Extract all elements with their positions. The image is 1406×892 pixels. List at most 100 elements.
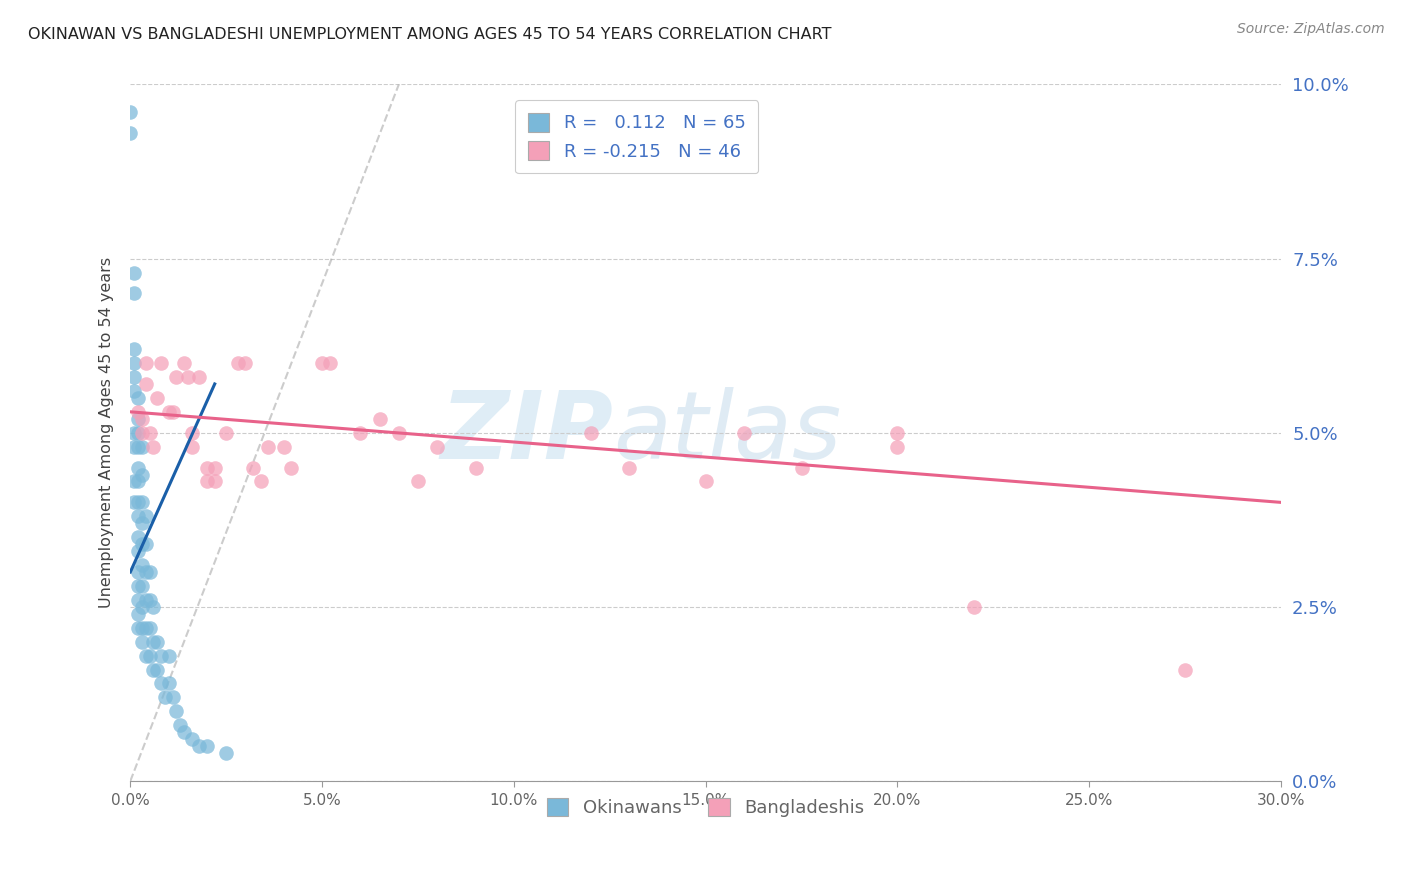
Point [695,475,717,489]
Point [131,467,153,482]
Point [122,440,145,454]
Point [122,370,145,384]
Point [127,475,149,489]
Point [131,425,153,440]
Point [127,565,149,579]
Point [257,440,280,454]
Point [127,621,149,635]
Point [150,676,173,690]
Point [249,475,271,489]
Point [127,460,149,475]
Point [127,405,149,419]
Point [963,599,986,614]
Point [135,621,157,635]
Point [204,475,226,489]
Point [135,565,157,579]
Point [180,425,202,440]
Text: OKINAWAN VS BANGLADESHI UNEMPLOYMENT AMONG AGES 45 TO 54 YEARS CORRELATION CHART: OKINAWAN VS BANGLADESHI UNEMPLOYMENT AMO… [28,27,831,42]
Point [131,411,153,425]
Point [127,411,149,425]
Point [127,440,149,454]
Point [162,690,184,705]
Point [131,579,153,593]
Point [120,126,142,140]
Point [127,391,149,405]
Point [215,746,238,760]
Point [790,460,813,475]
Point [162,405,184,419]
Point [138,648,160,663]
Point [173,356,195,370]
Legend: Okinawans, Bangladeshis: Okinawans, Bangladeshis [540,790,872,824]
Point [142,599,165,614]
Point [177,370,200,384]
Point [188,739,211,754]
Point [122,495,145,509]
Point [280,460,302,475]
Point [135,509,157,524]
Point [122,266,145,280]
Text: atlas: atlas [613,387,842,478]
Point [426,440,449,454]
Point [127,495,149,509]
Point [195,739,218,754]
Point [406,475,429,489]
Point [368,411,391,425]
Point [157,405,180,419]
Point [120,105,142,120]
Point [886,440,908,454]
Point [617,460,640,475]
Point [195,475,218,489]
Point [165,370,187,384]
Point [135,648,157,663]
Point [135,593,157,607]
Point [204,460,226,475]
Point [169,718,191,732]
Point [886,425,908,440]
Point [195,460,218,475]
Point [135,537,157,551]
Point [319,356,342,370]
Text: Source: ZipAtlas.com: Source: ZipAtlas.com [1237,22,1385,37]
Point [180,440,202,454]
Point [142,440,165,454]
Text: ZIP: ZIP [440,387,613,479]
Point [388,425,411,440]
Point [131,599,153,614]
Point [146,663,169,677]
Point [464,460,486,475]
Point [135,376,157,391]
Point [122,342,145,356]
Point [127,530,149,544]
Point [157,676,180,690]
Point [122,425,145,440]
Point [127,593,149,607]
Point [131,621,153,635]
Point [579,425,602,440]
Point [122,356,145,370]
Point [180,732,202,747]
Point [127,607,149,621]
Point [127,579,149,593]
Point [131,495,153,509]
Point [146,634,169,648]
Point [131,440,153,454]
Point [242,460,264,475]
Point [127,544,149,558]
Point [135,356,157,370]
Point [273,440,295,454]
Point [122,475,145,489]
Point [215,425,238,440]
Point [150,648,173,663]
Point [173,725,195,739]
Point [311,356,333,370]
Point [138,565,160,579]
Point [235,356,257,370]
Point [165,704,187,718]
Point [138,621,160,635]
Point [131,516,153,531]
Point [1174,663,1197,677]
Point [733,425,755,440]
Point [138,593,160,607]
Point [131,537,153,551]
